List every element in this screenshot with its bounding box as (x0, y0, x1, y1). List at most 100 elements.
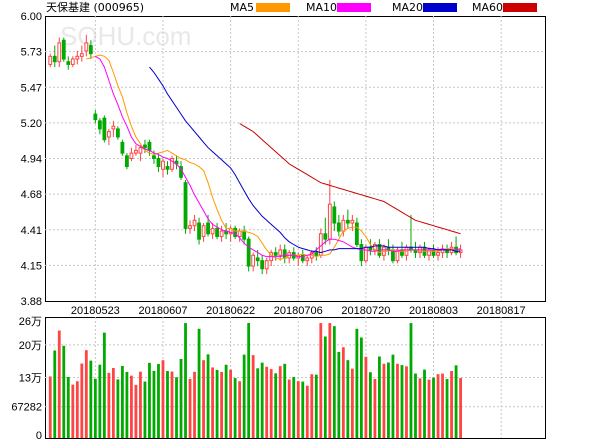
volume-bar (350, 368, 354, 438)
candle-body (115, 128, 120, 138)
volume-bar (75, 381, 79, 438)
volume-bar (62, 345, 66, 438)
volume-bar (459, 377, 462, 438)
volume-bar (319, 323, 323, 438)
chart-title: 天保基建 (000965) (46, 0, 144, 14)
candle-body (188, 225, 192, 229)
volume-bar (130, 375, 133, 438)
candle-body (273, 252, 278, 256)
candle-body (57, 42, 62, 63)
legend-label-ma20: MA20 (392, 1, 423, 14)
volume-bar (251, 355, 255, 438)
volume-bar (242, 354, 246, 438)
volume-bar (71, 384, 75, 438)
candle-body (327, 203, 332, 240)
price-tick-label: 4.41 (21, 225, 42, 237)
volume-bar (116, 379, 120, 438)
volume-bar (269, 369, 273, 438)
volume-bar (220, 371, 223, 438)
volume-bar (134, 384, 138, 438)
volume-bar (121, 365, 124, 438)
volume-tick-label: 26万 (19, 316, 42, 328)
volume-bar (247, 323, 251, 438)
volume-bar (346, 360, 350, 438)
volume-bar (310, 374, 314, 438)
candle-body (143, 144, 147, 149)
x-tick-label: 20180706 (274, 305, 323, 317)
volume-bar (418, 378, 422, 438)
volume-bar (373, 379, 377, 438)
volume-bar (179, 358, 183, 438)
candle-body (237, 230, 242, 237)
volume-bar (341, 347, 345, 438)
candle-body (120, 141, 125, 154)
volume-bar (265, 366, 269, 438)
volume-bar (405, 366, 408, 438)
candle-body (350, 219, 355, 224)
volume-bar (193, 371, 196, 438)
volume-bar (454, 365, 458, 438)
legend-label-ma60: MA60 (472, 1, 503, 14)
volume-bar (296, 381, 300, 438)
candle-body (165, 166, 170, 170)
volume-bar (450, 371, 453, 438)
candle-body (282, 249, 287, 259)
candle-body (75, 55, 80, 60)
volume-bar (400, 365, 404, 438)
volume-bar (166, 371, 169, 438)
volume-bar (423, 369, 426, 438)
volume-bar (102, 332, 106, 438)
price-tick-label: 5.47 (21, 82, 42, 94)
legend: MA5 MA10 MA20 MA60 (230, 1, 537, 14)
candle-body (111, 125, 116, 130)
volume-bar (224, 364, 228, 438)
volume-bar (184, 323, 187, 438)
x-tick-label: 20180622 (206, 305, 255, 317)
candle-body (300, 254, 305, 262)
legend-swatch-ma60 (503, 3, 537, 12)
volume-bar (206, 354, 210, 438)
volume-bar (359, 337, 363, 438)
ma-line-ma60 (239, 123, 461, 235)
volume-bar (278, 366, 282, 438)
candle-body (97, 120, 102, 130)
candle-body (70, 58, 75, 65)
volume-bar (53, 350, 57, 438)
volume-bar (427, 379, 431, 438)
candle-body (264, 260, 269, 270)
candle-body (215, 227, 219, 237)
volume-bar (211, 367, 214, 438)
candle-body (192, 219, 197, 227)
volume-bar (301, 381, 305, 438)
volume-bar (378, 356, 381, 438)
candle-body (197, 222, 201, 240)
volume-bar (355, 328, 359, 438)
volume-bar (175, 377, 178, 438)
ma-line-ma10 (95, 55, 461, 258)
candle-body (251, 254, 256, 267)
candle-body (354, 222, 359, 246)
candle-body (79, 53, 84, 57)
candle-body (219, 230, 224, 237)
volume-bar (314, 374, 318, 438)
candle-body (161, 160, 165, 170)
price-tick-label: 5.73 (21, 47, 42, 59)
volume-bar (337, 351, 341, 438)
volume-tick-label: 13万 (19, 373, 42, 385)
volume-bar (283, 363, 287, 438)
volume-tick-label: 20万 (19, 340, 42, 352)
price-grid (45, 51, 545, 266)
candle-body (52, 55, 57, 63)
volume-bar (274, 373, 278, 438)
candle-body (102, 117, 107, 141)
volume-bar (107, 372, 111, 438)
volume-bar (369, 372, 372, 438)
volume-bar (233, 378, 237, 438)
candle-body (314, 252, 319, 256)
watermark: SOHU.com (60, 21, 191, 51)
x-tick-label: 20180817 (477, 305, 526, 317)
candle-body (436, 252, 440, 256)
volume-bar (125, 371, 129, 438)
volume-bar (152, 370, 156, 438)
legend-label-ma10: MA10 (306, 1, 337, 14)
